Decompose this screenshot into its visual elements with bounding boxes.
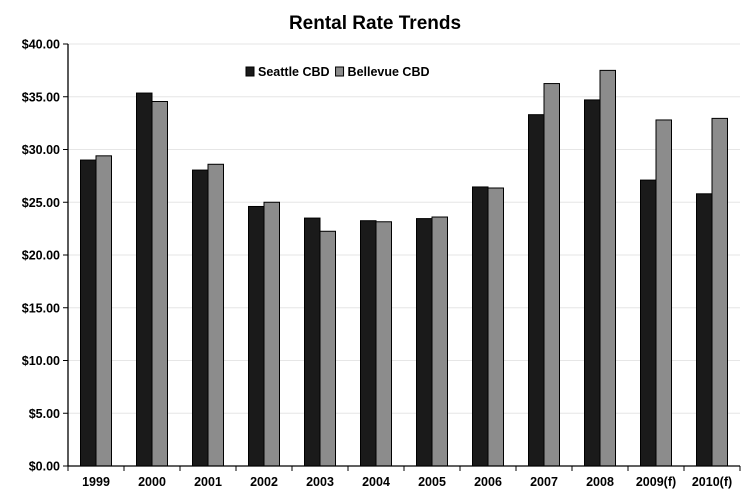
x-axis-ticks: 1999 2000 2001 2002 2003 2004 2005 2006 2007 2008… [67,466,741,489]
x-tick-label: 2007 [530,475,558,489]
bar-seattle-cbd-2001 [192,169,209,467]
bar-bellevue-cbd-2001 [207,163,224,467]
x-tick-label: 2008 [586,475,614,489]
legend-label: Bellevue CBD [348,65,430,79]
y-tick-label: $0.00 [29,460,60,474]
bar-bellevue-cbd-2003 [319,230,336,467]
bar-seattle-cbd-2010(f) [696,193,713,467]
y-tick-label: $15.00 [22,301,60,315]
legend-swatch-seattle-cbd [245,66,255,77]
y-axis-ticks: $0.00 $5.00 $10.00 $15.00 $20.00 $25.00 $30.00… [22,38,68,474]
bar-bellevue-cbd-2004 [375,221,392,467]
bar-bellevue-cbd-1999 [95,155,112,467]
bar-seattle-cbd-1999 [80,159,97,467]
y-tick-label: $10.00 [22,354,60,368]
bar-seattle-cbd-2008 [584,99,601,467]
bar-seattle-cbd-2009(f) [640,179,657,467]
bar-bellevue-cbd-2007 [543,83,560,467]
bar-seattle-cbd-2004 [360,220,377,467]
bar-seattle-cbd-2002 [248,205,265,467]
bar-bellevue-cbd-2006 [487,187,504,467]
y-tick-label: $40.00 [22,38,60,52]
bar-seattle-cbd-2005 [416,218,433,467]
bar-bellevue-cbd-2005 [431,216,448,467]
x-tick-label: 1999 [82,475,110,489]
bar-bellevue-cbd-2000 [151,100,168,467]
bars [80,69,728,467]
legend-label: Seattle CBD [258,65,330,79]
x-tick-label: 2004 [362,475,390,489]
legend: Seattle CBD Bellevue CBD [245,65,430,79]
bar-bellevue-cbd-2002 [263,201,280,467]
bar-bellevue-cbd-2009(f) [655,119,672,467]
y-tick-label: $25.00 [22,196,60,210]
legend-swatch-bellevue-cbd [335,66,345,77]
x-tick-label: 2001 [194,475,222,489]
y-tick-label: $35.00 [22,90,60,104]
y-tick-label: $20.00 [22,249,60,263]
y-tick-label: $5.00 [29,407,60,421]
bar-seattle-cbd-2003 [304,217,321,467]
x-tick-label: 2000 [138,475,166,489]
bar-seattle-cbd-2006 [472,186,489,467]
chart-title: Rental Rate Trends [289,13,461,34]
x-tick-label: 2006 [474,475,502,489]
x-tick-label: 2003 [306,475,334,489]
x-tick-label: 2009(f) [636,475,676,489]
x-tick-label: 2010(f) [692,475,732,489]
bar-bellevue-cbd-2008 [599,69,616,467]
y-tick-label: $30.00 [22,143,60,157]
bar-seattle-cbd-2000 [136,92,153,467]
gridlines [68,43,740,414]
x-tick-label: 2005 [418,475,446,489]
bar-bellevue-cbd-2010(f) [711,117,728,467]
x-tick-label: 2002 [250,475,278,489]
bar-seattle-cbd-2007 [528,114,545,467]
